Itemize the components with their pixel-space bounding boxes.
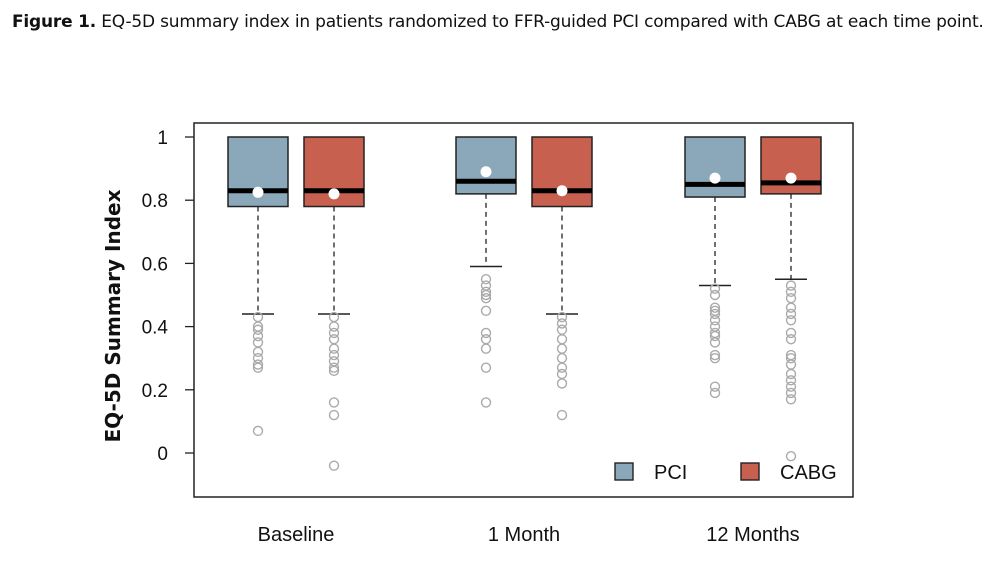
cabg-mean-marker	[328, 188, 340, 200]
cabg-outlier	[328, 343, 340, 354]
cabg-outlier	[556, 324, 568, 335]
pci-outlier	[709, 353, 721, 364]
x-category-label: 1 Month	[488, 524, 560, 546]
y-tick-label: 0.6	[142, 254, 168, 275]
cabg-outlier	[785, 302, 797, 313]
cabg-outlier	[556, 353, 568, 364]
y-tick-label: 0	[157, 444, 168, 465]
cabg-outlier	[785, 387, 797, 399]
cabg-mean-marker	[785, 172, 797, 184]
cabg-outlier	[785, 334, 797, 345]
cabg-outlier	[328, 460, 340, 471]
cabg-outlier	[556, 378, 568, 389]
pci-outlier	[480, 292, 492, 304]
cabg-outlier	[328, 327, 340, 339]
pci-outlier	[480, 305, 492, 316]
cabg-outlier	[556, 409, 568, 421]
cabg-outlier	[785, 375, 797, 386]
cabg-outlier	[328, 334, 340, 345]
pci-outlier	[709, 308, 721, 320]
cabg-box	[760, 136, 822, 195]
pci-outlier	[252, 346, 264, 358]
cabg-outlier	[785, 308, 797, 320]
pci-outlier	[480, 286, 492, 298]
cabg-outlier	[785, 292, 797, 304]
cabg-outlier	[785, 359, 797, 370]
pci-outlier	[480, 327, 492, 339]
cabg-outlier	[556, 311, 568, 323]
cabg-outlier	[556, 343, 568, 354]
pci-outlier	[252, 359, 264, 370]
pci-outlier	[480, 343, 492, 354]
y-tick-label: 1	[157, 128, 168, 149]
pci-box	[455, 136, 517, 195]
pci-outlier	[709, 349, 721, 361]
cabg-outlier	[328, 397, 340, 408]
pci-outlier	[709, 337, 721, 348]
cabg-mean-marker	[556, 185, 568, 197]
cabg-outlier	[785, 280, 797, 291]
cabg-outlier	[556, 368, 568, 380]
pci-mean-marker	[709, 172, 721, 184]
legend-label: PCI	[654, 462, 687, 484]
cabg-outlier	[785, 450, 797, 462]
pci-outlier	[709, 381, 721, 392]
cabg-outlier	[328, 365, 340, 377]
y-axis-label: EQ-5D Summary Index	[101, 189, 125, 442]
cabg-outlier	[785, 353, 797, 364]
pci-mean-marker	[252, 186, 264, 198]
pci-outlier	[252, 337, 264, 348]
pci-outlier	[480, 362, 492, 373]
y-tick-label: 0.8	[142, 191, 168, 212]
pci-box	[684, 136, 746, 198]
caption-text: EQ-5D summary index in patients randomiz…	[101, 12, 984, 32]
cabg-outlier	[328, 362, 340, 373]
figure-caption: Figure 1. EQ-5D summary index in patient…	[12, 12, 984, 32]
pci-outlier	[480, 397, 492, 408]
cabg-outlier	[556, 362, 568, 373]
pci-outlier	[252, 330, 264, 342]
legend-swatch	[614, 462, 634, 481]
pci-outlier	[709, 283, 721, 294]
pci-outlier	[480, 274, 492, 285]
cabg-outlier	[785, 381, 797, 392]
pci-outlier	[709, 387, 721, 399]
plot-frame	[193, 122, 854, 498]
pci-outlier	[480, 334, 492, 345]
cabg-outlier	[785, 315, 797, 326]
cabg-outlier	[785, 368, 797, 380]
cabg-outlier	[785, 327, 797, 339]
caption-label: Figure 1.	[12, 12, 97, 32]
pci-outlier	[480, 289, 492, 301]
pci-outlier	[252, 362, 264, 373]
cabg-outlier	[328, 349, 340, 361]
pci-outlier	[709, 315, 721, 326]
cabg-outlier	[556, 318, 568, 329]
x-category-label: Baseline	[258, 524, 335, 546]
y-tick-label: 0.2	[142, 381, 168, 402]
pci-outlier	[709, 330, 721, 342]
y-tick-label: 0.4	[142, 318, 169, 339]
cabg-outlier	[785, 286, 797, 298]
cabg-outlier	[785, 394, 797, 405]
pci-outlier	[252, 425, 264, 437]
legend-label: CABG	[780, 462, 837, 484]
cabg-outlier	[328, 409, 340, 421]
cabg-outlier	[328, 321, 340, 332]
legend-swatch	[740, 462, 760, 481]
pci-outlier	[709, 302, 721, 313]
pci-outlier	[252, 324, 264, 335]
cabg-outlier	[556, 334, 568, 345]
x-category-label: 12 Months	[706, 524, 799, 546]
pci-outlier	[709, 289, 721, 301]
pci-mean-marker	[480, 166, 492, 178]
